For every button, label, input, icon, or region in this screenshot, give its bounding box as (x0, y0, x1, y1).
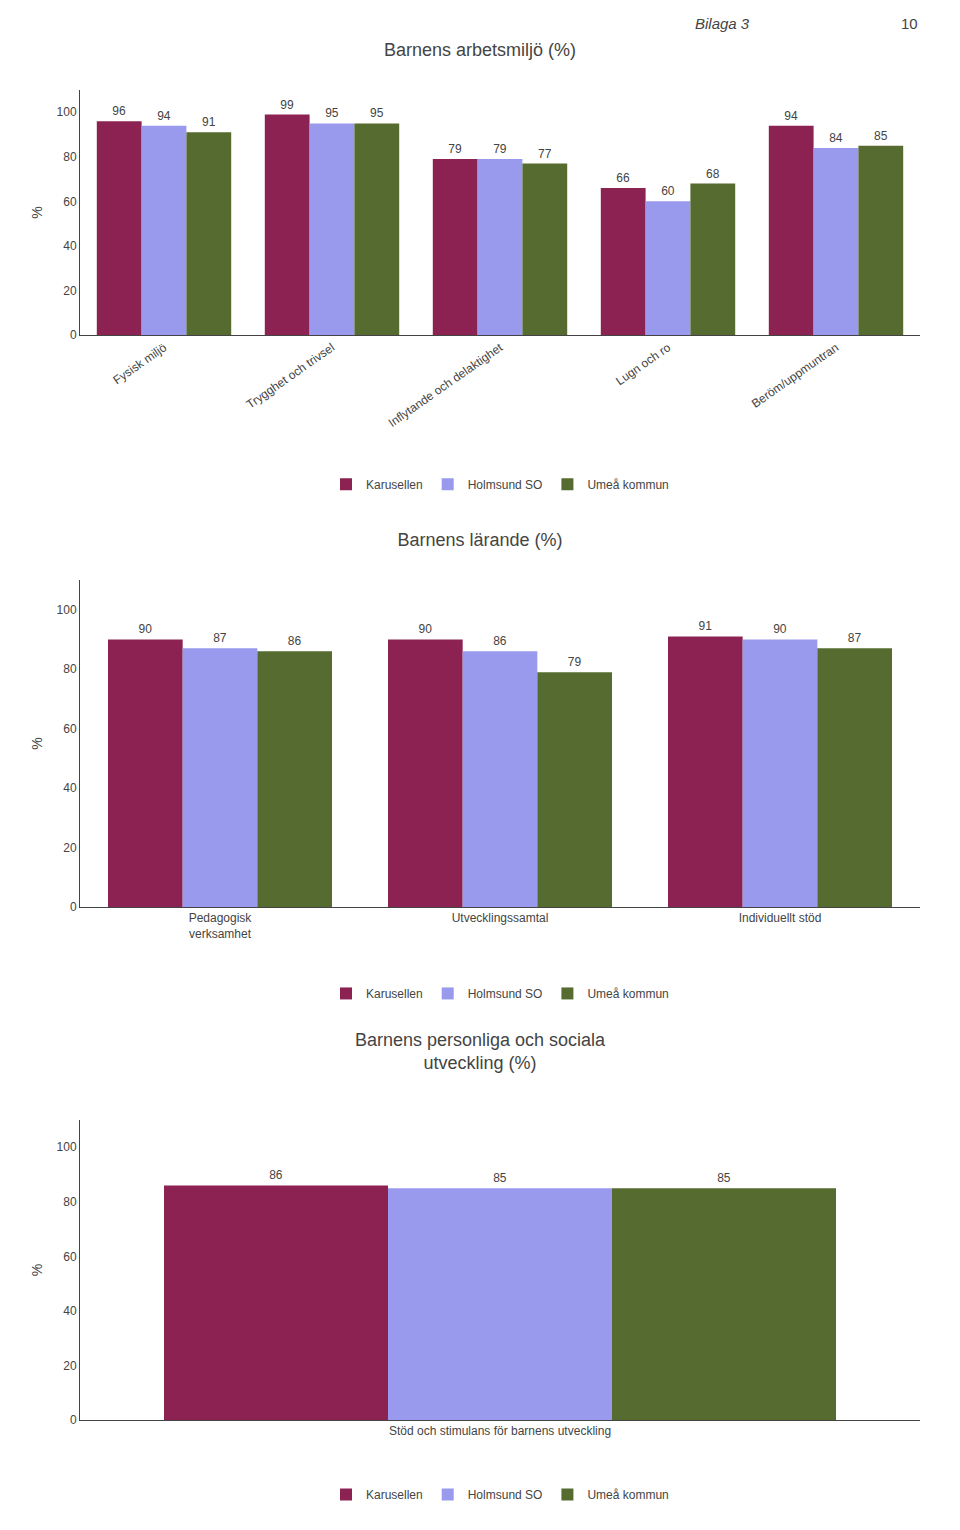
svg-text:%: % (29, 206, 45, 218)
svg-text:79: 79 (568, 655, 582, 669)
svg-text:77: 77 (538, 147, 552, 161)
svg-text:86: 86 (269, 1168, 283, 1182)
svg-text:Karusellen: Karusellen (366, 987, 423, 1001)
svg-text:100: 100 (57, 603, 77, 617)
svg-text:0: 0 (70, 328, 77, 342)
svg-text:0: 0 (70, 900, 77, 914)
svg-text:100: 100 (57, 1140, 77, 1154)
svg-text:Beröm/uppmuntran: Beröm/uppmuntran (749, 340, 841, 410)
svg-text:Bilaga 3: Bilaga 3 (695, 15, 750, 32)
svg-text:Individuellt stöd: Individuellt stöd (739, 911, 822, 925)
svg-text:79: 79 (493, 142, 507, 156)
svg-text:Holmsund SO: Holmsund SO (468, 1488, 543, 1502)
svg-text:Utvecklingssamtal: Utvecklingssamtal (452, 911, 549, 925)
svg-text:%: % (29, 1264, 45, 1276)
svg-text:68: 68 (706, 167, 720, 181)
svg-text:Barnens personliga och sociala: Barnens personliga och socialautveckling… (355, 1030, 606, 1073)
svg-text:Trygghet och trivsel: Trygghet och trivsel (244, 340, 337, 411)
svg-text:20: 20 (63, 1359, 77, 1373)
svg-text:86: 86 (288, 634, 302, 648)
svg-text:40: 40 (63, 1304, 77, 1318)
svg-text:40: 40 (63, 781, 77, 795)
svg-text:60: 60 (63, 1250, 77, 1264)
svg-text:85: 85 (874, 129, 888, 143)
svg-text:60: 60 (63, 722, 77, 736)
svg-text:20: 20 (63, 841, 77, 855)
svg-text:80: 80 (63, 662, 77, 676)
svg-text:99: 99 (280, 98, 294, 112)
svg-text:10: 10 (901, 15, 918, 32)
svg-text:Pedagogiskverksamhet: Pedagogiskverksamhet (189, 911, 253, 941)
svg-text:0: 0 (70, 1413, 77, 1427)
svg-text:Karusellen: Karusellen (366, 1488, 423, 1502)
svg-text:90: 90 (773, 622, 787, 636)
svg-text:Barnens lärande (%): Barnens lärande (%) (397, 530, 562, 550)
svg-text:85: 85 (717, 1171, 731, 1185)
svg-text:Fysisk miljö: Fysisk miljö (110, 340, 169, 387)
svg-text:96: 96 (112, 104, 126, 118)
svg-text:94: 94 (784, 109, 798, 123)
svg-text:90: 90 (138, 622, 152, 636)
svg-text:85: 85 (493, 1171, 507, 1185)
svg-text:Barnens arbetsmiljö (%): Barnens arbetsmiljö (%) (384, 40, 576, 60)
svg-text:Karusellen: Karusellen (366, 478, 423, 492)
svg-text:20: 20 (63, 284, 77, 298)
svg-text:84: 84 (829, 131, 843, 145)
svg-text:%: % (29, 737, 45, 749)
svg-text:40: 40 (63, 239, 77, 253)
svg-text:95: 95 (325, 106, 339, 120)
svg-text:Umeå kommun: Umeå kommun (587, 478, 668, 492)
svg-text:100: 100 (57, 105, 77, 119)
svg-text:Holmsund SO: Holmsund SO (468, 987, 543, 1001)
svg-text:Holmsund SO: Holmsund SO (468, 478, 543, 492)
svg-text:Umeå kommun: Umeå kommun (587, 1488, 668, 1502)
svg-text:95: 95 (370, 106, 384, 120)
svg-text:80: 80 (63, 1195, 77, 1209)
svg-text:60: 60 (661, 184, 675, 198)
svg-text:90: 90 (418, 622, 432, 636)
svg-text:66: 66 (616, 171, 630, 185)
svg-text:91: 91 (698, 619, 712, 633)
svg-text:87: 87 (213, 631, 227, 645)
svg-text:80: 80 (63, 150, 77, 164)
svg-text:79: 79 (448, 142, 462, 156)
svg-text:86: 86 (493, 634, 507, 648)
svg-text:Stöd och stimulans för barnens: Stöd och stimulans för barnens utvecklin… (389, 1424, 611, 1438)
svg-text:Inflytande och delaktighet: Inflytande och delaktighet (386, 340, 506, 430)
svg-text:60: 60 (63, 195, 77, 209)
svg-text:Umeå kommun: Umeå kommun (587, 987, 668, 1001)
svg-text:87: 87 (848, 631, 862, 645)
svg-text:Lugn och ro: Lugn och ro (613, 340, 673, 388)
svg-text:91: 91 (202, 115, 216, 129)
svg-text:94: 94 (157, 109, 171, 123)
